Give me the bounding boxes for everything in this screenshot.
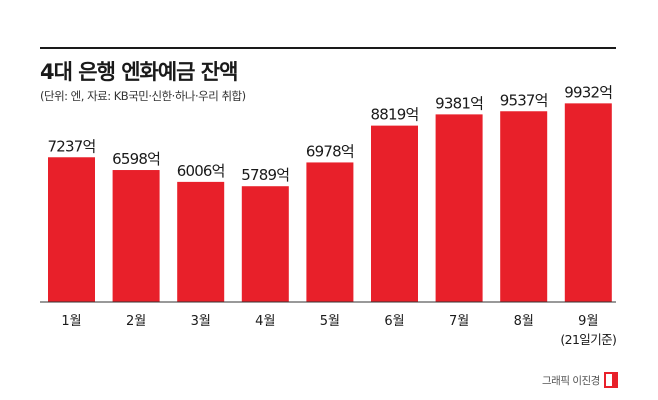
top-rule: [40, 47, 616, 49]
value-label-7: 9381억: [435, 94, 483, 112]
value-label-6: 8819억: [371, 106, 419, 124]
category-label-4: 4월: [255, 314, 275, 329]
category-label-9: 9월: [578, 314, 598, 329]
category-label-7: 7월: [449, 314, 469, 329]
category-label-5: 5월: [320, 314, 340, 329]
bar-3: [177, 181, 225, 302]
credit: 그래픽 이진경: [542, 372, 618, 388]
chart-subtitle: (단위: 엔, 자료: KB국민·신한·하나·우리 취합): [40, 89, 246, 103]
category-label-2: 2월: [126, 314, 146, 329]
newspaper-logo-icon: [603, 372, 618, 388]
bar-1: [48, 157, 95, 302]
category-label-3: 3월: [191, 314, 211, 329]
value-label-8: 9537억: [500, 91, 548, 109]
bar-8: [500, 111, 548, 302]
chart-title: 4대 은행 엔화예금 잔액: [40, 60, 238, 84]
value-label-5: 6978억: [306, 142, 354, 160]
value-label-4: 5789억: [241, 166, 289, 184]
value-label-2: 6598억: [112, 150, 160, 168]
category-label-8: 8월: [514, 314, 534, 329]
category-label-1: 1월: [61, 314, 81, 329]
bar-6: [371, 125, 418, 303]
value-label-1: 7237억: [48, 137, 96, 155]
bar-2: [112, 170, 160, 302]
credit-text: 그래픽 이진경: [542, 374, 600, 387]
bar-9: [564, 103, 612, 302]
category-label-6: 6월: [384, 314, 404, 329]
bar-7: [435, 114, 483, 302]
bar-4: [241, 186, 289, 302]
value-label-3: 6006억: [177, 162, 225, 180]
category-note-9: (21일기준): [560, 332, 616, 347]
bar-5: [306, 162, 354, 302]
value-label-9: 9932억: [564, 83, 612, 101]
